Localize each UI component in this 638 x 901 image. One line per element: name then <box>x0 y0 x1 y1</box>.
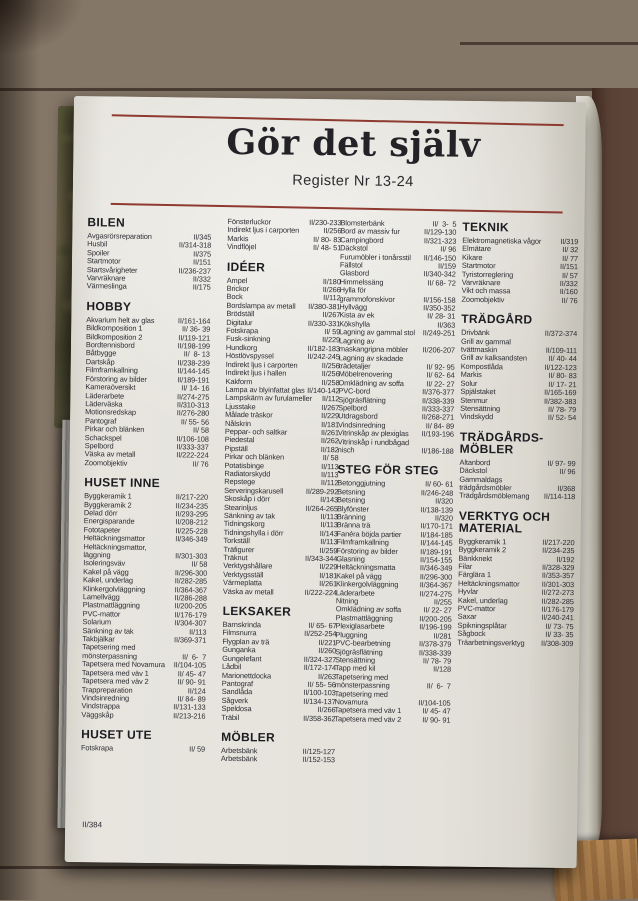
entry-page-ref: II/ 90- 91 <box>422 715 451 725</box>
entry-label: Vitrinskåp i rundbågad nisch <box>337 436 410 455</box>
index-section: HUSET UTE Fotskrapa II/ 59 <box>80 727 206 754</box>
section-heading: IDÉER <box>226 259 266 274</box>
entry-page-ref: II/ 52- 54 <box>547 413 577 423</box>
index-entry: Arbetsbänk II/152-153 <box>220 754 335 765</box>
entry-label: Lagning av maskangripna möbler <box>338 335 409 355</box>
entry-label: Träbil <box>221 712 240 722</box>
index-section: BILEN Avgasrörsreparation II/345 Husbil II/3… <box>86 215 212 293</box>
entry-label: Värmeslinga <box>86 281 127 292</box>
index-section: TRÄDGÅRD Drivbänk II/372-374 Grill av gamma… <box>460 311 578 423</box>
entry-label: Zoomobjektiv <box>84 457 128 468</box>
index-section: Fönsterluckor II/230-233 Indirekt ljus i c… <box>227 217 342 253</box>
index-section: TRÄDGÅRDS-MÖBLER Altanbord II/ 97- 99 Däcks… <box>459 429 576 502</box>
entry-page-ref: II/152-153 <box>302 755 335 765</box>
register-page: Gör det själv Register Nr 13-24 BILEN Avg… <box>64 96 586 869</box>
entry-label: Zoomobjektiv <box>461 294 505 305</box>
section-heading: TRÄDGÅRD <box>461 311 533 327</box>
deck-plank-seam <box>0 88 638 91</box>
deck-plank-seam <box>460 42 638 45</box>
entry-page-ref: II/222-224 <box>304 587 338 597</box>
entry-label: Tapetsering med mönsterpassning <box>334 671 390 691</box>
red-rule-middle <box>110 202 563 214</box>
entry-page-ref: II/ 59 <box>189 744 206 754</box>
index-entry: Zoomobjektiv II/ 76 <box>461 294 578 306</box>
entry-page-ref: II/358-362 <box>303 713 336 723</box>
index-entry: Vindskydd II/ 52- 54 <box>460 412 577 423</box>
section-heading: VERKTYG OCH MATERIAL <box>458 508 551 536</box>
index-entry: Värmeslinga II/175 <box>86 281 211 293</box>
index-entry: Vitrinskåp i rundbågad nisch II/186-188 <box>337 436 454 456</box>
entry-page-ref: II/186-188 <box>421 446 454 456</box>
entry-label: Trädgårdsmöblemang <box>459 491 530 501</box>
entry-label: Arbetsbänk <box>220 754 258 764</box>
index-section: HUSET INNE Byggkeramik 1 II/217-220 Byggker… <box>81 475 208 721</box>
section-heading: MÖBLER <box>221 729 276 745</box>
index-entry: Fotskrapa II/ 59 <box>80 743 206 754</box>
index-section: MÖBLER Arbetsbänk II/125-127 Arbetsbänk II/1… <box>220 729 335 765</box>
entry-page-ref: II/ 76 <box>192 459 209 469</box>
section-heading: TRÄDGÅRDS-MÖBLER <box>459 429 544 457</box>
entry-label: Träarbetningsverktyg <box>457 637 525 648</box>
entry-label: Vindskydd <box>460 412 494 422</box>
index-column-4: TEKNIK Elektromagnetiska vågor II/319 Elmät… <box>457 219 578 648</box>
section-heading: TEKNIK <box>462 219 509 235</box>
entry-page-ref: II/ 6- 7 <box>426 681 451 691</box>
entry-page-ref: II/193-196 <box>421 429 454 439</box>
page-number: II/384 <box>82 820 103 830</box>
entry-label: Fotskrapa <box>80 743 114 753</box>
entry-page-ref: II/249-251 <box>422 328 456 338</box>
magazine-title: Gör det själv <box>226 121 481 166</box>
entry-page-ref: II/ 76 <box>561 295 578 306</box>
index-section: LEKSAKER Barnskrinda II/ 65- 67 Filmsnurra I… <box>221 603 336 723</box>
index-entry: Tapetsering med mönsterpassning II/ 6- 7 <box>334 671 451 691</box>
masthead: Gör det själv Register Nr 13-24 <box>73 121 586 192</box>
entry-page-ref: II/213-216 <box>173 710 206 721</box>
index-entry: Väggskåp II/213-216 <box>81 709 206 721</box>
section-heading: LEKSAKER <box>222 603 292 619</box>
section-heading: BILEN <box>87 215 126 230</box>
entry-page-ref: II/372-374 <box>544 329 578 339</box>
index-entry: Väska av metall II/222-224 <box>222 586 338 598</box>
entry-label: Tapetsera med väv 2 <box>334 713 402 724</box>
entry-page-ref: II/ 96 <box>559 467 576 477</box>
index-entry: Trädgårdsmöblemang II/114-118 <box>459 491 576 502</box>
index-column-1: BILEN Avgasrörsreparation II/345 Husbil II/3… <box>80 215 212 754</box>
index-section: VERKTYG OCH MATERIAL Byggkeramik 1 II/217-… <box>457 508 575 648</box>
section-heading: STEG FÖR STEG <box>337 462 439 478</box>
left-shadow <box>0 0 40 900</box>
index-section: Blomsterbänk II/ 3- 5 Bord av massiv fur II… <box>337 218 457 456</box>
index-section: IDÉER Ampel II/180 Brickor II/266 Bock II/112 B… <box>222 259 341 598</box>
entry-label: Vindflöjel <box>227 242 257 252</box>
entry-label: Väggskåp <box>81 709 114 720</box>
index-section: STEG FÖR STEG Betonggjutning II/ 60- 61 Bet… <box>334 462 453 725</box>
section-heading: HUSET INNE <box>84 475 161 491</box>
index-entry: Vindflöjel II/ 48- 51 <box>227 242 342 253</box>
section-heading: HUSET UTE <box>81 727 153 743</box>
entry-page-ref: II/128 <box>433 664 452 674</box>
index-section: HOBBY Akvarium helt av glas II/161-164 Bild… <box>84 299 210 469</box>
index-entry: Träarbetningsverktyg II/308-309 <box>457 637 574 648</box>
deck-plank-seam <box>0 866 638 869</box>
index-column-3: Blomsterbänk II/ 3- 5 Bord av massiv fur II… <box>334 218 457 725</box>
entry-page-ref: II/206-207 <box>422 345 455 355</box>
index-columns: BILEN Avgasrörsreparation II/345 Husbil II/3… <box>65 215 585 868</box>
entry-page-ref: II/114-118 <box>543 492 576 502</box>
index-entry: Tapetsera med väv 2 II/ 90- 91 <box>334 713 451 725</box>
index-entry: Lagning av maskangripna möbler II/206-207 <box>338 335 455 355</box>
entry-page-ref: II/ 48- 51 <box>312 243 342 253</box>
index-entry: Zoomobjektiv II/ 76 <box>84 457 209 469</box>
register-subtitle: Register Nr 13-24 <box>292 172 414 191</box>
entry-label: Väska av metall <box>222 586 274 597</box>
entry-page-ref: II/346-349 <box>175 534 208 544</box>
index-column-2: Fönsterluckor II/230-233 Indirekt ljus i c… <box>220 217 342 765</box>
entry-page-ref: II/175 <box>192 282 211 293</box>
section-heading: HOBBY <box>86 299 132 314</box>
entry-page-ref: II/ 68- 72 <box>427 278 456 288</box>
index-section: TEKNIK Elektromagnetiska vågor II/319 Elmät… <box>461 219 578 306</box>
index-entry: Träbil II/358-362 <box>221 712 336 723</box>
entry-page-ref: II/308-309 <box>541 638 574 648</box>
